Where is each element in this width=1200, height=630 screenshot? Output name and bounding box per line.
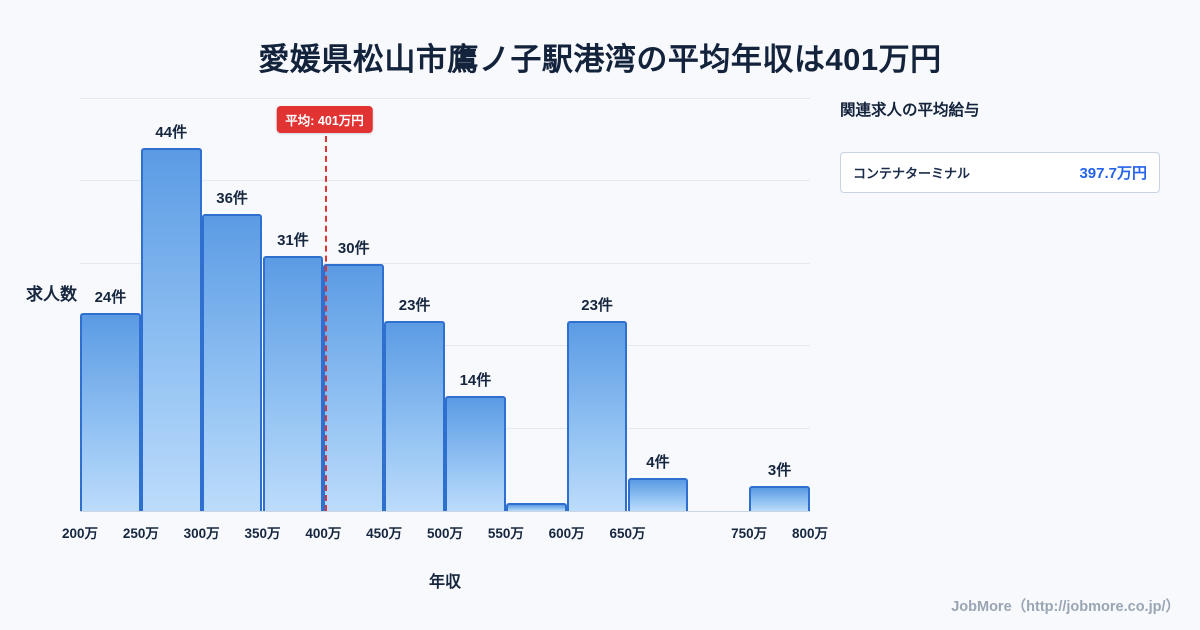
- bar-count-label: 23件: [581, 297, 613, 315]
- x-tick-label: 500万: [426, 526, 464, 541]
- histogram-bar: [262, 255, 324, 511]
- x-tick-label: 400万: [305, 526, 342, 541]
- bar-count-label: 4件: [646, 454, 670, 472]
- gridline: [80, 180, 810, 182]
- bar-count-label: 14件: [459, 371, 492, 389]
- bar-count-label: 36件: [216, 190, 248, 208]
- histogram-bar: [80, 313, 141, 511]
- bar-count-label: 3件: [767, 462, 792, 480]
- bar-count-label: 31件: [277, 231, 309, 249]
- gridline: [80, 345, 810, 347]
- histogram-bar: [323, 263, 385, 511]
- related-job-row: コンテナターミナル 397.7万円: [840, 152, 1160, 193]
- histogram-bar: [749, 486, 810, 511]
- histogram-bar: [201, 214, 263, 511]
- x-tick-label: 800万: [791, 526, 829, 541]
- related-job-salary: 397.7万円: [1079, 165, 1147, 182]
- histogram-bar: [384, 321, 445, 511]
- gridline: [80, 98, 810, 99]
- footer-credit: JobMore（http://jobmore.co.jp/）: [951, 599, 1180, 615]
- x-tick-label: 650万: [609, 526, 646, 541]
- histogram-bar: [445, 395, 506, 511]
- x-tick-label: 550万: [487, 526, 524, 541]
- bar-count-label: 23件: [398, 297, 431, 315]
- histogram-bar: [140, 148, 202, 511]
- x-tick-label: 350万: [244, 526, 281, 541]
- panel-title: 関連求人の平均給与: [840, 102, 980, 119]
- histogram-bar: [627, 478, 689, 511]
- x-tick-label: 200万: [61, 526, 99, 541]
- average-badge: 平均: 401万円: [276, 106, 373, 133]
- salary-histogram-plot-area: 24件 44件 36件 31件 30件 23件 14件 23件 4件 3件 平均: 401万円: [80, 98, 810, 512]
- page-title: 愛媛県松山市鷹ノ子駅港湾の平均年収は401万円: [258, 42, 942, 77]
- x-tick-label: 750万: [731, 526, 768, 541]
- related-jobs-panel: 関連求人の平均給与 コンテナターミナル 397.7万円: [840, 98, 1160, 193]
- histogram-bar: [566, 321, 628, 511]
- x-tick-label: 600万: [548, 526, 585, 541]
- x-tick-label: 450万: [366, 526, 403, 541]
- bar-count-label: 24件: [94, 289, 127, 307]
- related-job-name: コンテナターミナル: [853, 166, 971, 181]
- x-tick-label: 300万: [183, 526, 220, 541]
- average-line: [324, 126, 327, 511]
- histogram-bar: [505, 502, 567, 511]
- gridline: [80, 262, 810, 264]
- x-tick-label: 250万: [122, 526, 159, 541]
- bar-count-label: 44件: [155, 124, 188, 142]
- bar-count-label: 30件: [337, 239, 370, 257]
- y-axis-label: 求人数: [26, 285, 77, 304]
- x-axis-label: 年収: [428, 574, 461, 591]
